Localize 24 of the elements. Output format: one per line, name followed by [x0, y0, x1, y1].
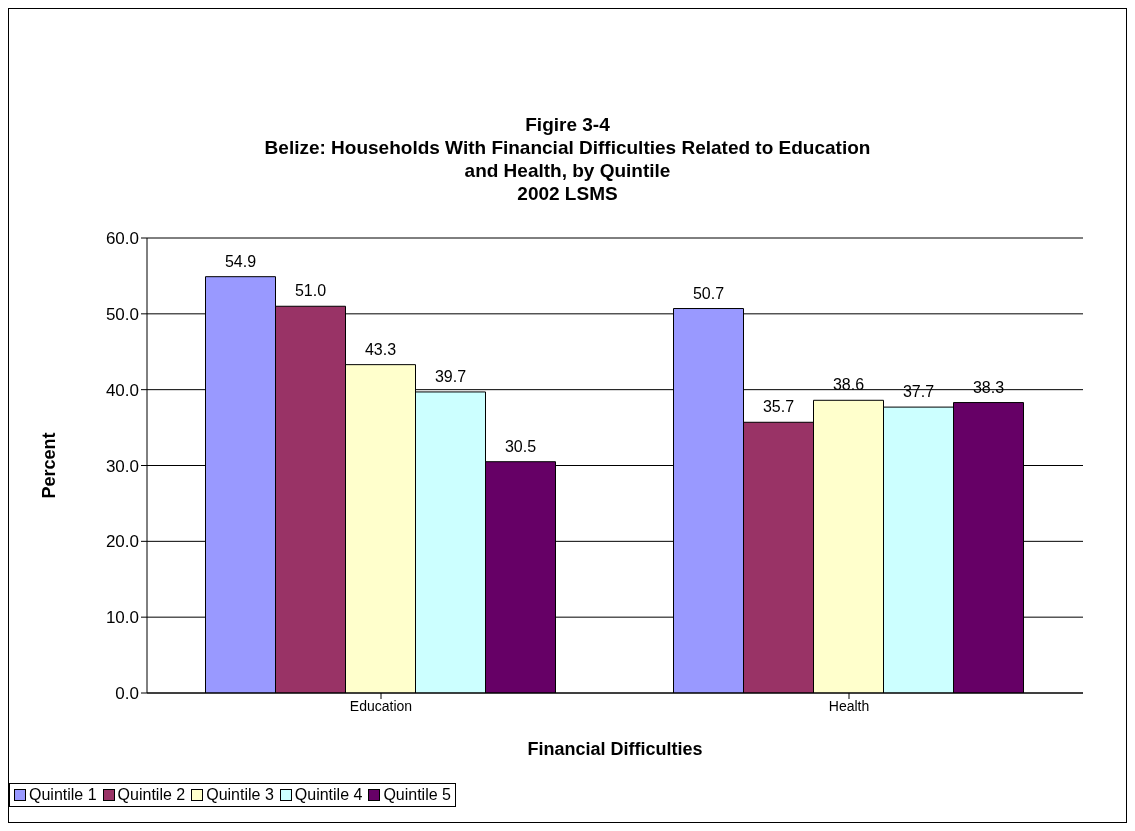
y-axis-title: Percent — [39, 432, 60, 499]
y-tick-label: 40.0 — [105, 380, 139, 400]
chart-title: Figire 3-4 Belize: Households With Financial Difficulties Related to Education and Health, by Quintile 2002 LSMS — [263, 113, 872, 205]
y-tick-label: 0.0 — [115, 684, 139, 704]
x-axis-title: Financial Difficulties — [527, 739, 703, 759]
data-label: 50.7 — [692, 284, 725, 302]
data-label: 43.3 — [364, 340, 397, 358]
data-label: 54.9 — [224, 252, 257, 270]
data-label: 30.5 — [504, 437, 537, 455]
y-tick-label: 60.0 — [105, 229, 139, 249]
legend-label: Quintile 4 — [293, 786, 363, 804]
data-label: 35.7 — [762, 398, 795, 416]
y-tick-label: 20.0 — [105, 532, 139, 552]
data-label: 39.7 — [434, 367, 467, 385]
y-tick-label: 30.0 — [105, 456, 139, 476]
x-tick-label: Education — [349, 697, 413, 714]
legend-label: Quintile 5 — [382, 786, 451, 804]
legend-label: Quintile 1 — [28, 786, 97, 804]
legend-label: Quintile 3 — [205, 786, 274, 804]
y-tick-label: 50.0 — [105, 304, 139, 324]
y-tick-label: 10.0 — [105, 608, 139, 628]
data-label: 51.0 — [294, 282, 327, 300]
x-tick-label: Health — [828, 697, 870, 714]
legend-label: Quintile 2 — [116, 786, 186, 804]
